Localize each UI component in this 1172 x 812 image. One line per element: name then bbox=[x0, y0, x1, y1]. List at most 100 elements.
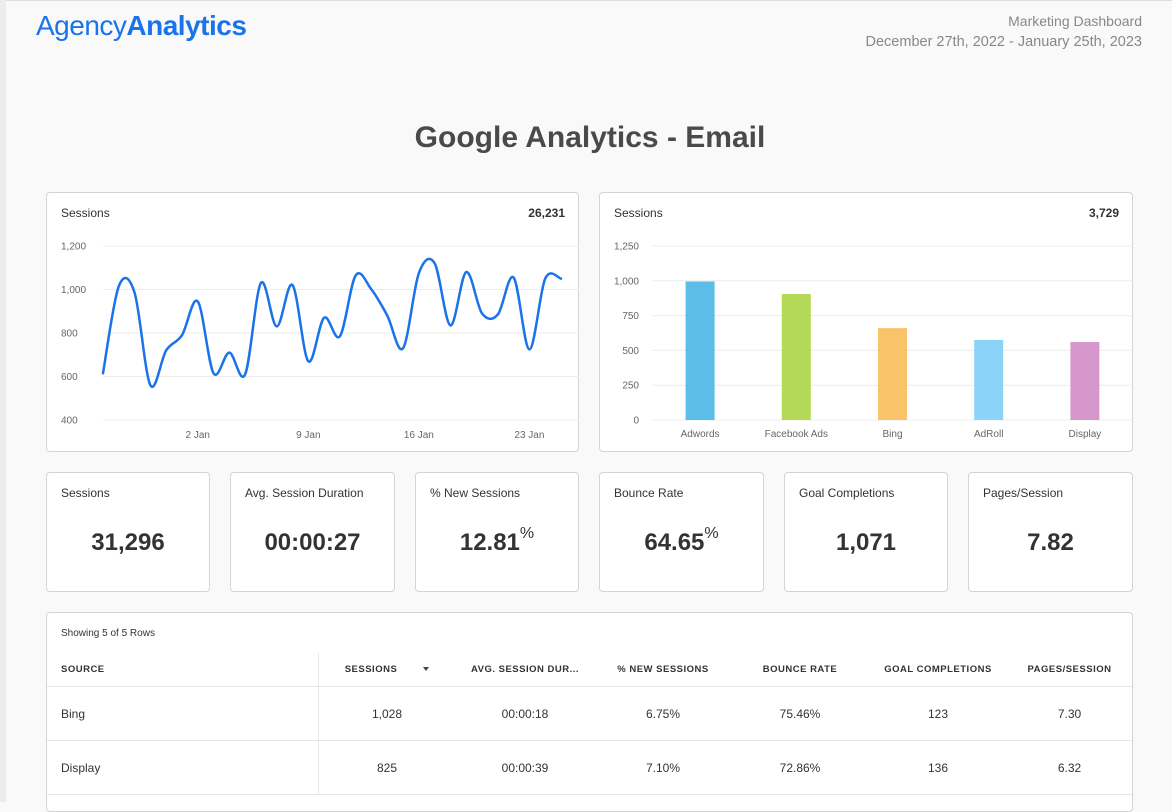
y-tick-label: 400 bbox=[61, 416, 78, 427]
x-tick-label: 23 Jan bbox=[514, 430, 544, 441]
x-tick-label: 2 Jan bbox=[186, 430, 210, 441]
data-point[interactable] bbox=[509, 273, 519, 283]
metric-number: 7.82 bbox=[1027, 529, 1074, 556]
metric-label: Sessions bbox=[61, 486, 110, 500]
metric-value: 64.65% bbox=[600, 525, 763, 557]
metric-label: Avg. Session Duration bbox=[245, 486, 364, 500]
data-point[interactable] bbox=[556, 274, 566, 284]
data-point[interactable] bbox=[98, 368, 108, 378]
bar-adwords[interactable] bbox=[685, 281, 715, 420]
agency-analytics-logo[interactable]: AgencyAnalytics bbox=[36, 10, 247, 42]
column-header-pages-per-session[interactable]: PAGES/SESSION bbox=[1007, 653, 1132, 687]
data-point[interactable] bbox=[303, 356, 313, 366]
bar-chart-total: 3,729 bbox=[1088, 206, 1119, 220]
data-point[interactable] bbox=[477, 308, 487, 318]
metric-number: 31,296 bbox=[91, 529, 165, 556]
data-point[interactable] bbox=[161, 345, 171, 355]
metric-label: Pages/Session bbox=[983, 486, 1064, 500]
column-header-bounce-rate[interactable]: BOUNCE RATE bbox=[731, 653, 869, 687]
line-chart-title: Sessions bbox=[61, 206, 110, 220]
table-header-row: SOURCE SESSIONS AVG. SESSION DUR... % NE… bbox=[47, 653, 1132, 687]
top-divider bbox=[6, 0, 1172, 1]
x-tick-label: 9 Jan bbox=[296, 430, 320, 441]
logo-text-part2: Analytics bbox=[126, 10, 247, 41]
x-category-label: Facebook Ads bbox=[765, 429, 828, 440]
sessions-bar-chart: 0 250 500 750 1,000 1,250 Adwords Facebook Ads B… bbox=[614, 242, 1133, 440]
page-title: Google Analytics - Email bbox=[414, 121, 766, 154]
metric-suffix: % bbox=[519, 525, 535, 542]
table-row: Bing 1,028 00:00:18 6.75% 75.46% 123 7.3… bbox=[47, 686, 1132, 741]
data-point[interactable] bbox=[398, 343, 408, 353]
data-point[interactable] bbox=[540, 274, 550, 284]
data-point[interactable] bbox=[493, 310, 503, 320]
cell-pages-per-session: 6.32 bbox=[1007, 740, 1132, 795]
bar-adroll[interactable] bbox=[974, 339, 1004, 420]
data-point[interactable] bbox=[382, 311, 392, 321]
y-tick-label: 1,000 bbox=[61, 285, 86, 296]
data-point[interactable] bbox=[414, 268, 424, 278]
sessions-series-line[interactable] bbox=[101, 257, 563, 389]
metric-label: Bounce Rate bbox=[614, 486, 684, 500]
metric-card-new-sessions: % New Sessions 12.81% bbox=[415, 472, 579, 592]
cell-new-sessions: 7.10% bbox=[595, 740, 731, 795]
dashboard-name: Marketing Dashboard bbox=[1008, 13, 1142, 29]
x-category-label: AdRoll bbox=[974, 429, 1003, 440]
data-point[interactable] bbox=[224, 348, 234, 358]
cell-avg-session-duration: 00:00:18 bbox=[455, 686, 595, 741]
y-tick-label: 600 bbox=[61, 372, 78, 383]
data-point[interactable] bbox=[130, 288, 140, 298]
data-point[interactable] bbox=[445, 320, 455, 330]
sessions-line-chart: 400 600 800 1,000 1,200 2 Jan 9 Jan 16 Jan 23 Ja… bbox=[61, 242, 579, 441]
data-point[interactable] bbox=[272, 321, 282, 331]
y-tick-label: 750 bbox=[622, 311, 639, 322]
data-point[interactable] bbox=[319, 313, 329, 323]
column-header-avg-session-duration[interactable]: AVG. SESSION DUR... bbox=[455, 653, 595, 687]
data-point[interactable] bbox=[288, 280, 298, 290]
data-point[interactable] bbox=[177, 330, 187, 340]
metric-number: 12.81 bbox=[459, 529, 520, 556]
bar-chart-title: Sessions bbox=[614, 206, 663, 220]
data-point[interactable] bbox=[114, 281, 124, 291]
cell-bounce-rate: 75.46% bbox=[731, 686, 869, 741]
table-row: Display 825 00:00:39 7.10% 72.86% 136 6.… bbox=[47, 740, 1132, 795]
y-tick-label: 0 bbox=[633, 416, 639, 427]
y-tick-label: 1,200 bbox=[61, 242, 86, 253]
x-category-label: Bing bbox=[882, 429, 902, 440]
data-point[interactable] bbox=[351, 270, 361, 280]
data-point[interactable] bbox=[335, 331, 345, 341]
metric-card-sessions: Sessions 31,296 bbox=[46, 472, 210, 592]
sources-table: SOURCE SESSIONS AVG. SESSION DUR... % NE… bbox=[47, 653, 1132, 795]
data-point[interactable] bbox=[256, 278, 266, 288]
data-point[interactable] bbox=[193, 296, 203, 306]
cell-sessions: 1,028 bbox=[318, 686, 455, 741]
sort-descending-icon[interactable] bbox=[423, 667, 430, 672]
column-header-source[interactable]: SOURCE bbox=[47, 653, 319, 687]
y-tick-label: 500 bbox=[622, 346, 639, 357]
data-point[interactable] bbox=[430, 258, 440, 268]
column-header-sessions-label: SESSIONS bbox=[344, 664, 398, 675]
logo-text-part1: Agency bbox=[36, 10, 127, 41]
x-category-label: Adwords bbox=[681, 429, 720, 440]
cell-goal-completions: 136 bbox=[869, 740, 1007, 795]
data-point[interactable] bbox=[366, 285, 376, 295]
data-point[interactable] bbox=[524, 344, 534, 354]
x-category-label: Display bbox=[1069, 429, 1102, 440]
metric-number: 1,071 bbox=[835, 529, 897, 556]
column-header-sessions[interactable]: SESSIONS bbox=[318, 653, 455, 687]
bar-facebook-ads[interactable] bbox=[781, 294, 811, 420]
y-tick-label: 250 bbox=[622, 381, 639, 392]
metric-suffix: % bbox=[704, 525, 719, 542]
y-tick-label: 1,000 bbox=[614, 276, 639, 287]
column-header-new-sessions[interactable]: % NEW SESSIONS bbox=[595, 653, 731, 687]
data-point[interactable] bbox=[209, 368, 219, 378]
line-chart-total: 26,231 bbox=[528, 206, 565, 220]
metric-value: 00:00:27 bbox=[231, 529, 394, 557]
bar-bing[interactable] bbox=[878, 328, 907, 420]
report-info: Marketing Dashboard December 27th, 2022 … bbox=[866, 11, 1142, 53]
cell-avg-session-duration: 00:00:39 bbox=[455, 740, 595, 795]
column-header-goal-completions[interactable]: GOAL COMPLETIONS bbox=[869, 653, 1007, 687]
data-point[interactable] bbox=[145, 380, 155, 390]
bar-display[interactable] bbox=[1070, 342, 1100, 420]
data-point[interactable] bbox=[240, 369, 250, 379]
data-point[interactable] bbox=[461, 267, 471, 277]
